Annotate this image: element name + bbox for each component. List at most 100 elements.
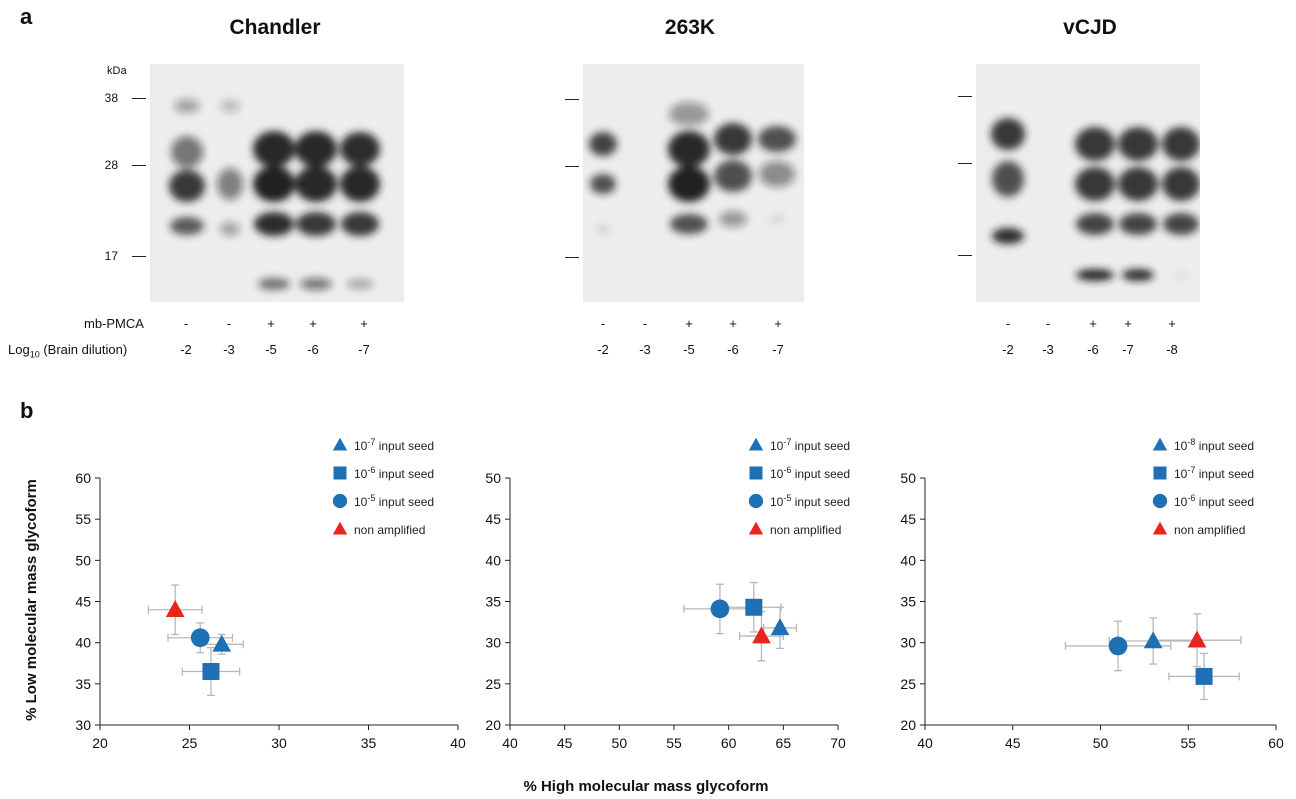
legend-entry: 10-7 input seed (770, 437, 850, 453)
dilution-lane: -6 (307, 342, 319, 357)
legend-marker (332, 493, 348, 509)
y-tick-label: 45 (900, 511, 916, 527)
pmca-lane: - (183, 316, 189, 331)
x-tick-label: 50 (1093, 735, 1109, 751)
data-point (752, 626, 771, 644)
marker-17: 17 (104, 249, 118, 263)
western-blot-vcjd (976, 64, 1200, 302)
data-point (1195, 667, 1213, 685)
pmca-row-label: mb-PMCA (84, 316, 144, 331)
panel-a-label: a (20, 4, 33, 29)
pmca-lane: - (600, 316, 606, 331)
y-tick-label: 30 (900, 635, 916, 651)
pmca-lane: - (1045, 316, 1051, 331)
data-point (190, 628, 210, 648)
legend-marker (1152, 493, 1168, 509)
data-point (202, 662, 220, 680)
legend-entry: 10-6 input seed (770, 465, 850, 481)
legend-entry: 10-8 input seed (1174, 437, 1254, 453)
legend-entry: 10-7 input seed (354, 437, 434, 453)
pmca-lane: + (774, 316, 782, 331)
y-tick-label: 55 (75, 511, 91, 527)
legend-marker (333, 466, 347, 480)
dilution-row-label: Log10 (Brain dilution) (8, 342, 128, 360)
marker-28: 28 (104, 158, 118, 172)
dilution-lane: -2 (597, 342, 609, 357)
y-tick-label: 35 (75, 676, 91, 692)
marker-tick (958, 96, 972, 97)
x-tick-label: 55 (1180, 735, 1196, 751)
legend-entry: non amplified (770, 523, 841, 537)
data-point (745, 598, 763, 616)
x-tick-label: 60 (721, 735, 737, 751)
legend-marker (748, 437, 764, 451)
legend-entry: 10-5 input seed (770, 493, 850, 509)
pmca-lane: + (1168, 316, 1176, 331)
dilution-lane: -3 (223, 342, 235, 357)
scatter-chart-chandler: 30 35 40 45 50 55 60 20 25 30 35 40 10-7 input seed 1… (75, 437, 466, 751)
y-tick-label: 40 (900, 552, 916, 568)
dilution-lane: -7 (772, 342, 784, 357)
y-tick-label: 60 (75, 470, 91, 486)
legend-entry: 10-6 input seed (354, 465, 434, 481)
pmca-lane: - (1005, 316, 1011, 331)
legend-marker (748, 493, 764, 509)
y-tick-label: 45 (75, 594, 91, 610)
x-tick-label: 60 (1268, 735, 1284, 751)
legend-marker (332, 437, 348, 451)
pmca-lane: + (360, 316, 368, 331)
marker-tick (565, 166, 579, 167)
legend-marker (748, 521, 764, 535)
panel-b-label: b (20, 398, 34, 423)
legend-entry: 10-7 input seed (1174, 465, 1254, 481)
y-tick-label: 35 (900, 594, 916, 610)
western-blot-263k (583, 64, 804, 302)
dilution-lane: -5 (683, 342, 695, 357)
marker-tick (958, 163, 972, 164)
dilution-lane: -6 (727, 342, 739, 357)
dilution-lane: -2 (180, 342, 192, 357)
pmca-lane: + (267, 316, 275, 331)
x-tick-label: 50 (612, 735, 628, 751)
pmca-lane: - (226, 316, 232, 331)
x-tick-label: 40 (917, 735, 933, 751)
dilution-lane: -3 (1042, 342, 1054, 357)
y-tick-label: 25 (900, 676, 916, 692)
scatter-chart-263k: 20 25 30 35 40 45 50 40 45 50 55 60 65 70 10-7 input s… (485, 437, 850, 751)
y-tick-label: 40 (485, 552, 501, 568)
x-tick-label: 20 (92, 735, 108, 751)
x-tick-label: 65 (776, 735, 792, 751)
legend-entry: non amplified (354, 523, 425, 537)
western-blot-chandler (150, 64, 404, 302)
marker-tick (565, 99, 579, 100)
x-axis-label: % High molecular mass glycoform (523, 778, 769, 795)
y-tick-label: 20 (485, 717, 501, 733)
dilution-lane: -3 (639, 342, 651, 357)
marker-tick (132, 256, 146, 257)
data-point (1187, 630, 1207, 648)
legend-marker (749, 466, 763, 480)
y-tick-label: 30 (75, 717, 91, 733)
marker-tick (958, 255, 972, 256)
data-point (212, 634, 232, 652)
y-tick-label: 45 (485, 511, 501, 527)
pmca-lane: - (642, 316, 648, 331)
dilution-lane: -2 (1002, 342, 1014, 357)
x-tick-label: 55 (666, 735, 682, 751)
legend-marker (1153, 466, 1167, 480)
dilution-lane: -7 (358, 342, 370, 357)
y-tick-label: 40 (75, 635, 91, 651)
data-point (165, 600, 185, 618)
data-point (1108, 636, 1128, 656)
marker-38: 38 (104, 91, 118, 105)
marker-tick (132, 98, 146, 99)
data-point (710, 599, 730, 619)
dilution-lane: -8 (1166, 342, 1178, 357)
x-tick-label: 40 (502, 735, 518, 751)
blot-title-263k: 263K (664, 16, 716, 39)
x-tick-label: 45 (557, 735, 573, 751)
data-point (770, 618, 790, 636)
y-tick-label: 30 (485, 635, 501, 651)
y-tick-label: 35 (485, 594, 501, 610)
legend-entry: 10-6 input seed (1174, 493, 1254, 509)
